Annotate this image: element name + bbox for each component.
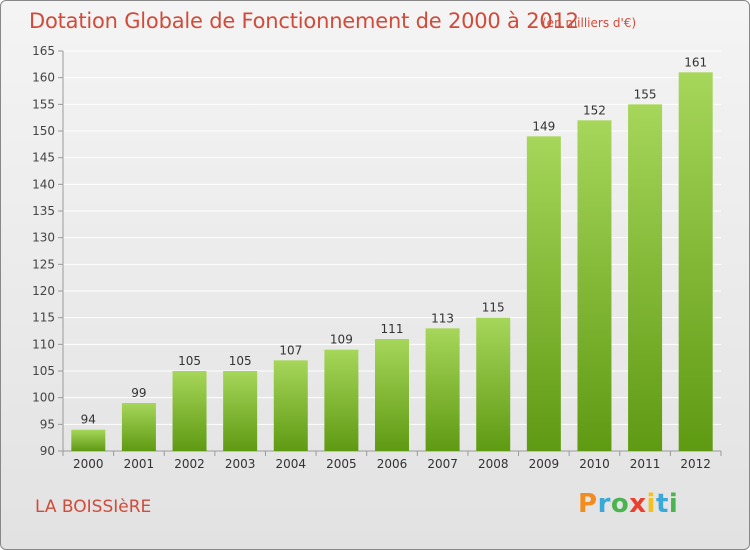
bar [172, 371, 207, 451]
proxiti-logo: Proxiti [578, 489, 678, 519]
logo-letter: i [646, 489, 656, 519]
x-tick-label: 2002 [174, 457, 205, 471]
x-tick-label: 2006 [377, 457, 408, 471]
x-tick-label: 2003 [225, 457, 256, 471]
data-label: 111 [381, 322, 404, 336]
y-tick-label: 95 [40, 417, 55, 431]
y-tick-label: 160 [32, 71, 55, 85]
x-tick-label: 2011 [630, 457, 661, 471]
data-label: 94 [81, 413, 96, 427]
y-tick-label: 140 [32, 177, 55, 191]
y-tick-label: 105 [32, 364, 55, 378]
logo-letter: r [597, 489, 611, 519]
data-label: 105 [178, 354, 201, 368]
y-tick-label: 150 [32, 124, 55, 138]
bar [121, 403, 156, 451]
bar [577, 120, 612, 451]
logo-letter: o [610, 489, 630, 519]
data-label: 109 [330, 333, 353, 347]
x-tick-label: 2001 [124, 457, 155, 471]
y-tick-label: 165 [32, 44, 55, 58]
data-label: 105 [229, 354, 252, 368]
data-label: 149 [532, 119, 555, 133]
y-tick-label: 135 [32, 204, 55, 218]
chart-title: Dotation Globale de Fonctionnement de 20… [29, 9, 579, 33]
bar [324, 349, 359, 451]
data-label: 155 [634, 87, 657, 101]
data-label: 115 [482, 301, 505, 315]
y-tick-label: 110 [32, 337, 55, 351]
y-tick-label: 155 [32, 97, 55, 111]
y-tick-label: 115 [32, 311, 55, 325]
x-tick-label: 2009 [529, 457, 560, 471]
y-tick-label: 130 [32, 231, 55, 245]
bar [273, 360, 308, 451]
bar [526, 136, 561, 452]
bar [71, 429, 106, 451]
y-tick-label: 120 [32, 284, 55, 298]
data-label: 152 [583, 103, 606, 117]
bar [425, 328, 460, 451]
x-tick-label: 2007 [427, 457, 458, 471]
x-tick-label: 2004 [275, 457, 306, 471]
bar [375, 339, 409, 451]
logo-letter: t [655, 489, 669, 519]
x-tick-label: 2012 [680, 457, 711, 471]
data-label: 99 [131, 386, 146, 400]
logo-letter: x [629, 489, 647, 519]
data-label: 161 [684, 55, 707, 69]
x-tick-label: 2010 [579, 457, 610, 471]
logo-letter: i [668, 489, 679, 519]
chart-unit: (en milliers d'€) [542, 16, 637, 30]
bar [678, 72, 713, 451]
y-tick-label: 100 [32, 391, 55, 405]
data-label: 107 [279, 343, 302, 357]
x-tick-label: 2008 [478, 457, 509, 471]
bar [476, 317, 511, 451]
x-tick-label: 2005 [326, 457, 357, 471]
x-tick-label: 2000 [73, 457, 104, 471]
data-label: 113 [431, 311, 454, 325]
logo-letter: P [578, 489, 598, 519]
y-tick-label: 90 [40, 444, 55, 458]
bar [628, 104, 663, 451]
commune-name: LA BOISSIèRE [35, 497, 152, 517]
y-tick-label: 125 [32, 257, 55, 271]
bar [223, 371, 258, 451]
y-tick-label: 145 [32, 151, 55, 165]
